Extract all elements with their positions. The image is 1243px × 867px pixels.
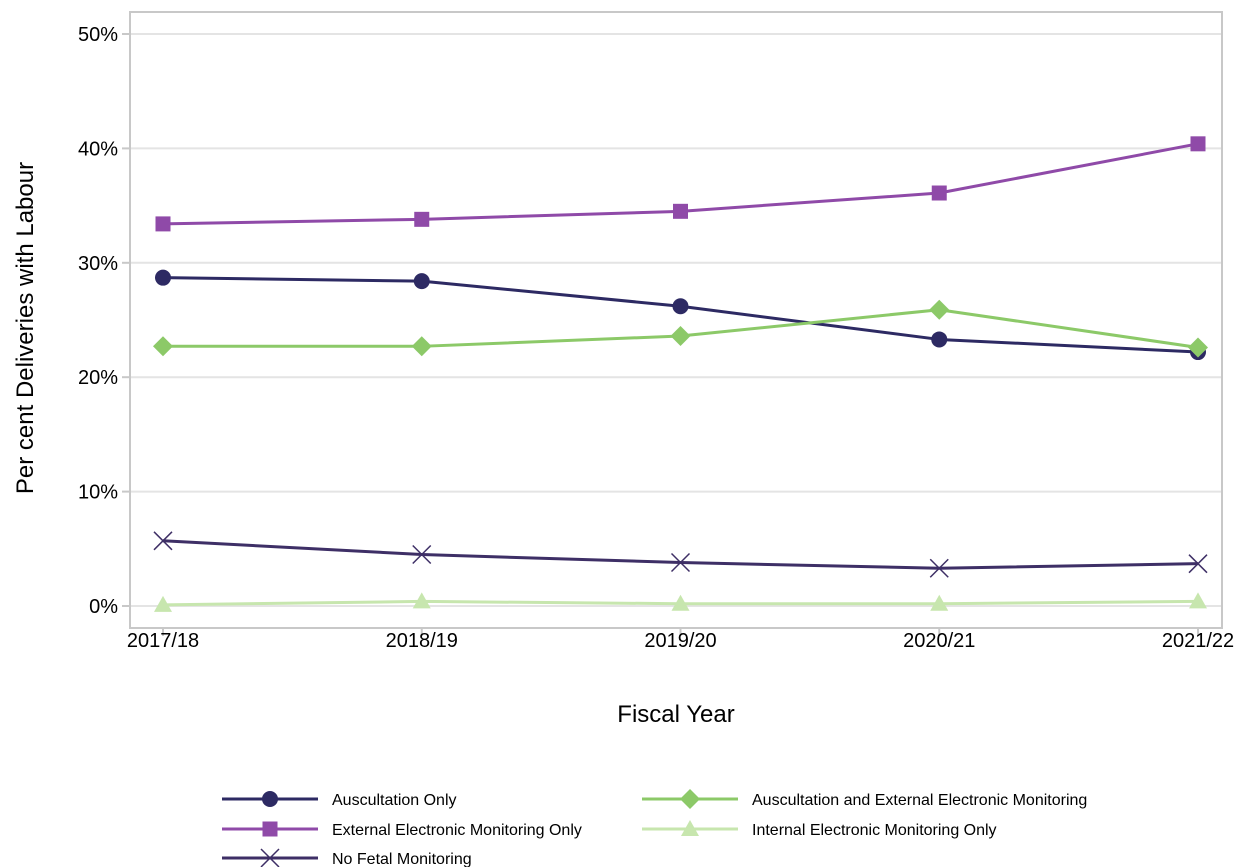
data-point	[672, 298, 689, 315]
data-point	[1190, 136, 1206, 152]
legend: Auscultation Only Auscultation and Extern…	[222, 789, 1087, 867]
legend-item: Auscultation and External Electronic Mon…	[642, 789, 1087, 809]
legend-item: Internal Electronic Monitoring Only	[642, 820, 997, 839]
data-point	[412, 592, 431, 609]
legend-marker	[262, 821, 278, 837]
data-point	[154, 595, 172, 612]
x-axis-title: Fiscal Year	[617, 701, 734, 728]
data-point	[414, 211, 430, 227]
legend-marker	[681, 820, 699, 836]
gridlines	[130, 33, 1222, 607]
series-no-fetal-monitoring	[153, 531, 1208, 578]
y-tick-label: 30%	[78, 253, 118, 275]
data-point	[930, 594, 949, 611]
series-line	[162, 539, 1199, 570]
x-tick-label: 2019/20	[644, 630, 716, 652]
legend-label: No Fetal Monitoring	[332, 851, 472, 867]
y-tick-label: 20%	[78, 367, 118, 389]
series-layer	[153, 136, 1208, 612]
data-point	[931, 331, 948, 348]
legend-item: No Fetal Monitoring	[222, 848, 472, 867]
data-point	[155, 269, 171, 286]
data-point	[670, 552, 691, 573]
data-point	[411, 336, 432, 357]
data-point	[153, 531, 173, 551]
legend-marker	[262, 791, 278, 807]
data-point	[153, 336, 173, 357]
data-point	[1189, 592, 1207, 609]
x-tick-label: 2020/21	[903, 630, 975, 652]
x-tick-label: 2018/19	[386, 630, 458, 652]
y-tick-label: 40%	[78, 138, 118, 160]
y-tick-label: 0%	[89, 596, 118, 618]
data-point	[412, 544, 432, 565]
x-tick-label: 2017/18	[127, 630, 199, 652]
legend-label: Auscultation and External Electronic Mon…	[752, 792, 1087, 809]
x-tick-label: 2021/22	[1162, 630, 1234, 652]
plot-frame	[129, 11, 1223, 629]
data-point	[155, 216, 171, 232]
legend-marker	[260, 848, 280, 867]
legend-item: Auscultation Only	[222, 791, 457, 809]
data-point	[673, 203, 688, 219]
y-axis-title: Per cent Deliveries with Labour	[12, 162, 39, 494]
series-external-electronic-monitoring-only	[155, 136, 1206, 232]
data-point	[413, 273, 430, 290]
legend-label: Auscultation Only	[332, 792, 457, 809]
series-auscultation-and-external-electronic-monitoring	[153, 299, 1208, 358]
legend-item: External Electronic Monitoring Only	[222, 821, 582, 839]
data-point	[1188, 554, 1208, 574]
data-point	[929, 299, 950, 320]
legend-label: Internal Electronic Monitoring Only	[752, 822, 997, 839]
series-internal-electronic-monitoring-only	[154, 592, 1207, 612]
legend-marker	[680, 789, 700, 809]
data-point	[671, 594, 690, 611]
data-point	[670, 326, 691, 347]
data-point	[931, 185, 947, 201]
data-point	[929, 558, 949, 578]
data-point	[1188, 337, 1208, 358]
axis-ticks: 0% 10% 20% 30% 40% 50% 2017/18 2018/19 2019/20 20…	[78, 24, 1234, 652]
legend-label: External Electronic Monitoring Only	[332, 822, 582, 839]
y-tick-label: 50%	[78, 24, 118, 46]
y-tick-label: 10%	[78, 482, 118, 504]
